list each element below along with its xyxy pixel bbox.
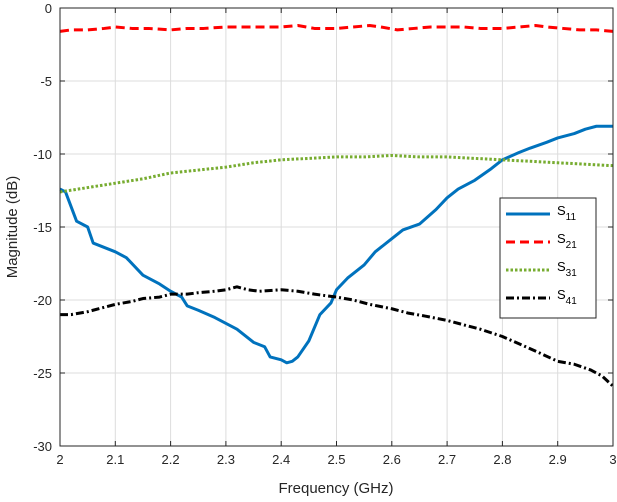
y-tick-label: -30 bbox=[33, 439, 52, 454]
x-tick-label: 2.8 bbox=[493, 452, 511, 467]
y-tick-label: -20 bbox=[33, 293, 52, 308]
x-tick-label: 2.1 bbox=[106, 452, 124, 467]
y-axis-label: Magnitude (dB) bbox=[4, 176, 21, 279]
x-tick-label: 2.5 bbox=[327, 452, 345, 467]
x-tick-label: 2 bbox=[56, 452, 63, 467]
x-tick-label: 3 bbox=[609, 452, 616, 467]
x-tick-labels: 2 2.1 2.2 2.3 2.4 2.5 2.6 2.7 2.8 2.9 3 bbox=[56, 452, 616, 467]
x-axis-label: Frequency (GHz) bbox=[278, 480, 393, 497]
x-tick-label: 2.4 bbox=[272, 452, 290, 467]
legend-label-subscript: 11 bbox=[566, 212, 577, 223]
x-tick-label: 2.6 bbox=[383, 452, 401, 467]
legend-label-main: S bbox=[557, 231, 566, 246]
series-line-s41 bbox=[60, 285, 615, 388]
y-tick-labels: 0 -5 -10 -15 -20 -25 -30 bbox=[33, 1, 52, 454]
y-tick-label: -15 bbox=[33, 220, 52, 235]
series-line-s21 bbox=[59, 24, 614, 33]
x-tick-label: 2.2 bbox=[162, 452, 180, 467]
legend-label-subscript: 31 bbox=[566, 268, 578, 279]
series-line-s31 bbox=[59, 153, 614, 194]
legend-label-s31: S31 bbox=[557, 259, 577, 279]
y-tick-label: -10 bbox=[33, 147, 52, 162]
legend-box bbox=[499, 197, 597, 319]
legend-label-main: S bbox=[557, 287, 566, 302]
x-tick-label: 2.9 bbox=[549, 452, 567, 467]
legend-label-main: S bbox=[557, 259, 566, 274]
plot-box bbox=[59, 7, 614, 447]
x-tick-label: 2.7 bbox=[438, 452, 456, 467]
series-layer bbox=[59, 24, 615, 388]
y-tick-label: -5 bbox=[40, 74, 52, 89]
legend-label-main: S bbox=[557, 203, 566, 218]
legend-label-subscript: 21 bbox=[566, 240, 578, 251]
legend-label-s41: S41 bbox=[557, 287, 577, 307]
y-tick-label: -25 bbox=[33, 366, 52, 381]
y-tick-label: 0 bbox=[45, 1, 52, 16]
x-tick-label: 2.3 bbox=[217, 452, 235, 467]
series-line-s11 bbox=[59, 124, 613, 365]
legend-label-s21: S21 bbox=[557, 231, 577, 251]
legend-label-s11: S11 bbox=[557, 203, 576, 223]
legend-label-subscript: 41 bbox=[566, 296, 578, 307]
